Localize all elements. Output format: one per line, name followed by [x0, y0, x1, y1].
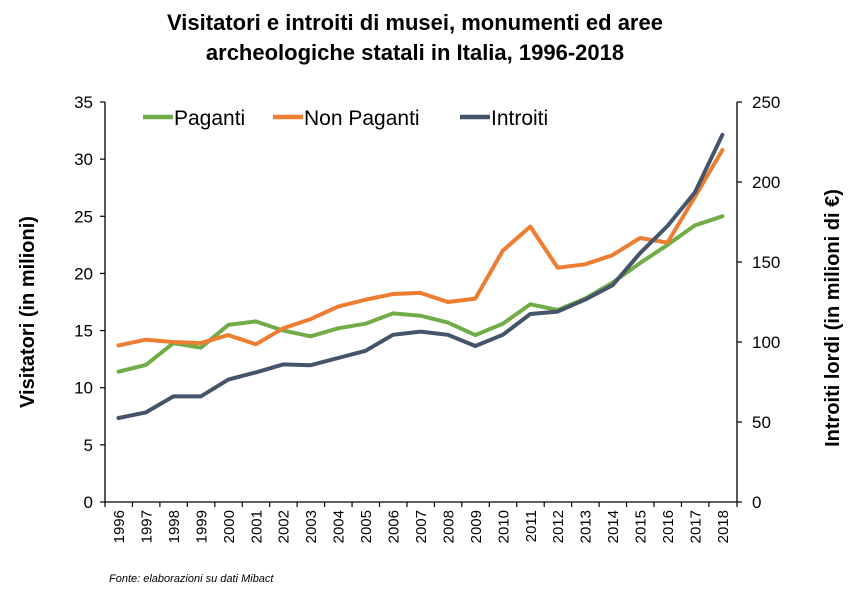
y-tick-label: 35 [74, 93, 93, 112]
x-ticks: 1996 1997 1998 1999 2000 2001 2002 2003 2004 2005… [104, 502, 738, 543]
x-tick-label: 2009 [468, 510, 485, 543]
y-ticks-right: 0 50 100 150 200 250 [737, 93, 780, 512]
y-tick-label: 20 [74, 264, 93, 283]
y-tick-label: 25 [74, 207, 93, 226]
series-line-non-paganti [116, 148, 725, 348]
x-tick-label: 2008 [440, 510, 457, 543]
y-ticks-left: 0 5 10 15 20 25 30 35 [74, 93, 105, 512]
x-tick-label: 2003 [303, 510, 320, 543]
x-tick-label: 1999 [193, 510, 210, 543]
legend-label: Paganti [174, 107, 245, 130]
y-tick-label: 30 [74, 150, 93, 169]
y-tick-label: 5 [84, 436, 93, 455]
legend: Paganti Non Paganti Introiti [143, 107, 548, 130]
x-tick-label: 2002 [276, 510, 293, 543]
y-axis-label: Visitatori (in milioni) [17, 216, 39, 408]
y2-tick-label: 0 [752, 493, 761, 512]
series-line-introiti [116, 132, 725, 420]
chart-title-line-2: archeologiche statali in Italia, 1996-20… [206, 40, 624, 65]
y2-tick-label: 200 [752, 173, 780, 192]
x-tick-label: 2007 [413, 510, 430, 543]
x-tick-label: 2012 [550, 510, 567, 543]
x-tick-label: 2017 [687, 510, 704, 543]
x-tick-label: 2000 [221, 510, 238, 543]
x-tick-label: 1996 [111, 510, 128, 543]
x-tick-label: 1998 [166, 510, 183, 543]
series-lines [116, 132, 725, 420]
y2-tick-label: 100 [752, 333, 780, 352]
x-tick-label: 2001 [248, 510, 265, 543]
y-tick-label: 0 [84, 493, 93, 512]
axes [104, 102, 738, 503]
y2-tick-label: 250 [752, 93, 780, 112]
chart-title-line-1: Visitatori e introiti di musei, monument… [167, 10, 663, 35]
y2-tick-label: 50 [752, 413, 771, 432]
x-tick-label: 2006 [386, 510, 403, 543]
y2-axis-label: Introiti lordi (in milioni di €) [822, 189, 844, 447]
x-tick-label: 2013 [578, 510, 595, 543]
x-tick-label: 2011 [523, 510, 540, 542]
y-tick-label: 15 [74, 322, 93, 341]
x-tick-label: 2014 [605, 510, 622, 543]
x-tick-label: 2016 [660, 510, 677, 543]
x-tick-label: 1997 [138, 510, 155, 543]
source-note: Fonte: elaborazioni su dati Mibact [109, 573, 274, 585]
y-tick-label: 10 [74, 379, 93, 398]
y2-tick-label: 150 [752, 253, 780, 272]
legend-label: Non Paganti [304, 107, 420, 130]
x-tick-label: 2005 [358, 510, 375, 543]
x-tick-label: 2018 [715, 510, 732, 543]
x-tick-label: 2015 [633, 510, 650, 543]
x-tick-label: 2010 [495, 510, 512, 543]
x-tick-label: 2004 [331, 510, 348, 543]
legend-label: Introiti [491, 107, 548, 130]
